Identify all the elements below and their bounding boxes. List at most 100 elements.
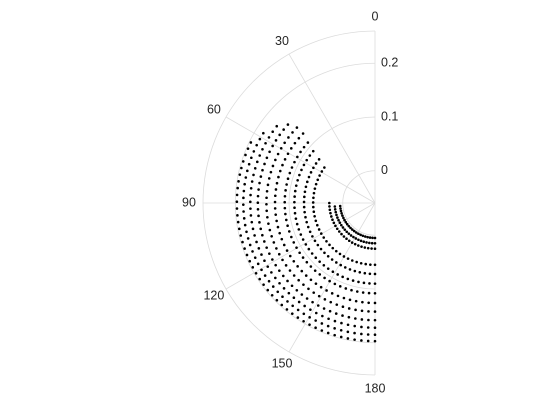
data-point xyxy=(236,187,239,190)
data-point xyxy=(369,263,372,266)
data-point xyxy=(349,299,352,302)
data-point xyxy=(286,280,289,283)
data-point xyxy=(258,221,261,224)
data-point xyxy=(360,333,363,336)
data-point xyxy=(277,153,280,156)
data-point xyxy=(243,190,246,193)
data-point xyxy=(340,212,343,215)
data-point xyxy=(283,287,286,290)
data-point xyxy=(311,252,314,255)
data-point xyxy=(327,325,330,328)
data-point xyxy=(321,329,324,332)
data-point xyxy=(236,207,239,210)
data-point xyxy=(260,253,263,256)
data-point xyxy=(336,273,339,276)
data-point xyxy=(339,205,342,208)
data-point xyxy=(368,292,371,295)
data-point xyxy=(330,215,333,218)
data-point xyxy=(278,253,281,256)
data-point xyxy=(265,246,268,249)
data-point xyxy=(287,177,290,180)
data-point xyxy=(309,154,312,157)
data-point xyxy=(370,247,373,250)
data-point xyxy=(274,201,277,204)
data-point xyxy=(294,212,297,215)
data-point xyxy=(244,224,247,227)
data-point xyxy=(344,266,347,269)
data-point xyxy=(296,126,299,129)
data-point xyxy=(236,194,239,197)
data-point xyxy=(364,235,367,238)
data-point xyxy=(333,334,336,337)
data-point xyxy=(242,197,245,200)
data-point xyxy=(368,242,371,245)
data-point xyxy=(335,303,338,306)
data-point xyxy=(322,236,325,239)
data-point xyxy=(295,217,298,220)
data-point xyxy=(297,309,300,312)
data-point xyxy=(312,206,315,209)
data-point xyxy=(337,219,340,222)
data-point xyxy=(258,247,261,250)
r-tick-labels: 00.10.2 xyxy=(381,56,398,178)
data-point xyxy=(313,192,316,195)
data-point xyxy=(259,138,262,141)
data-point xyxy=(266,216,269,219)
data-point xyxy=(283,244,286,247)
data-point xyxy=(290,147,293,150)
data-point xyxy=(323,252,326,255)
data-point xyxy=(327,267,330,270)
data-point xyxy=(301,293,304,296)
data-point xyxy=(362,234,365,237)
data-point xyxy=(260,269,263,272)
data-point xyxy=(316,224,319,227)
data-point xyxy=(321,170,324,173)
data-point xyxy=(254,256,257,259)
data-point xyxy=(341,214,344,217)
data-point xyxy=(359,234,362,237)
data-point xyxy=(351,241,354,244)
data-point xyxy=(328,205,331,208)
data-point xyxy=(243,247,246,250)
data-point xyxy=(304,216,307,219)
data-point xyxy=(246,170,249,173)
data-point xyxy=(291,284,294,287)
data-point xyxy=(321,322,324,325)
data-point xyxy=(347,323,350,326)
data-point xyxy=(240,167,243,170)
data-point xyxy=(291,312,294,315)
data-point xyxy=(286,224,289,227)
data-point xyxy=(337,295,340,298)
data-point xyxy=(278,134,281,137)
data-point xyxy=(364,246,367,249)
data-point xyxy=(327,317,330,320)
data-point xyxy=(245,176,248,179)
data-point xyxy=(334,205,337,208)
data-point xyxy=(261,148,264,151)
data-point xyxy=(247,237,250,240)
data-point xyxy=(311,235,314,238)
data-point xyxy=(238,228,241,231)
data-point xyxy=(257,195,260,198)
data-point xyxy=(248,260,251,263)
data-point xyxy=(284,195,287,198)
data-point xyxy=(303,206,306,209)
data-point xyxy=(242,160,245,163)
data-point xyxy=(242,203,245,206)
data-point xyxy=(237,180,240,183)
data-point xyxy=(300,169,303,172)
data-point xyxy=(312,197,315,200)
data-point xyxy=(340,224,343,227)
data-point xyxy=(317,304,320,307)
data-point xyxy=(305,185,308,188)
data-point xyxy=(271,145,274,148)
data-point xyxy=(339,264,342,267)
data-point xyxy=(374,292,377,295)
data-point xyxy=(355,300,358,303)
data-point xyxy=(274,213,277,216)
data-point xyxy=(308,248,311,251)
data-point xyxy=(316,178,319,181)
data-point xyxy=(308,316,311,319)
data-point xyxy=(249,207,252,210)
